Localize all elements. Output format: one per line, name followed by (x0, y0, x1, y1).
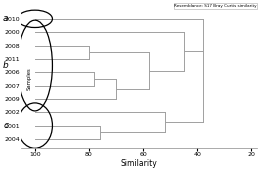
X-axis label: Similarity: Similarity (121, 159, 157, 168)
Text: c: c (3, 121, 8, 130)
Text: a: a (3, 14, 8, 23)
Text: Samples: Samples (27, 67, 32, 90)
Text: Resemblance: S17 Bray Curtis similarity: Resemblance: S17 Bray Curtis similarity (174, 4, 257, 8)
Text: b: b (3, 61, 8, 70)
